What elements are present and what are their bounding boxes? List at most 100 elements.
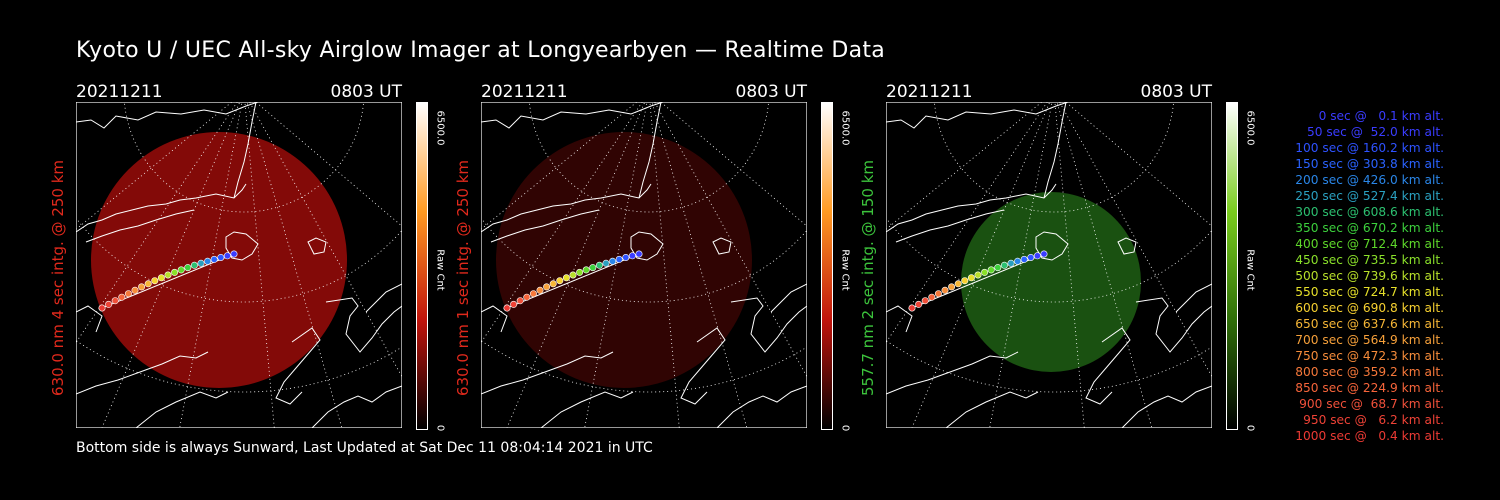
coastline bbox=[481, 183, 652, 233]
coastline bbox=[945, 391, 1039, 428]
colorbar-labels: 6500.0 Raw Cnt 0 bbox=[432, 102, 448, 432]
trajectory-point bbox=[197, 259, 205, 267]
coastline bbox=[886, 183, 1057, 233]
legend-entry: 650 sec @ 637.6 km alt. bbox=[1295, 317, 1444, 331]
trajectory-point bbox=[1000, 261, 1008, 269]
trajectory-point bbox=[536, 286, 544, 294]
legend-entry: 450 sec @ 735.5 km alt. bbox=[1295, 253, 1444, 267]
legend-entry: 500 sec @ 739.6 km alt. bbox=[1295, 269, 1444, 283]
trajectory-point bbox=[503, 304, 511, 312]
trajectory-point bbox=[609, 257, 617, 265]
coastline bbox=[540, 391, 634, 428]
trajectory-point bbox=[543, 283, 551, 291]
legend-entry: 950 sec @ 6.2 km alt. bbox=[1303, 413, 1444, 427]
coastline bbox=[1085, 327, 1131, 405]
trajectory-point bbox=[223, 252, 231, 260]
coastline bbox=[311, 385, 402, 428]
legend-entry: 50 sec @ 52.0 km alt. bbox=[1306, 125, 1444, 139]
meridian-line bbox=[481, 102, 643, 344]
panel-date: 20211211 bbox=[886, 82, 973, 102]
trajectory-point bbox=[144, 280, 152, 288]
colorbar-scale-max: 6500.0 bbox=[434, 110, 446, 146]
coastline bbox=[886, 102, 1069, 129]
trajectory-point bbox=[204, 257, 212, 265]
meridian-line bbox=[886, 102, 1048, 344]
coastline bbox=[730, 297, 807, 353]
legend-entry: 300 sec @ 608.6 km alt. bbox=[1295, 205, 1444, 219]
trajectory-point bbox=[124, 290, 132, 298]
colorbar-labels: 6500.0 Raw Cnt 0 bbox=[837, 102, 853, 432]
panel-time: 0803 UT bbox=[735, 82, 808, 102]
coastline bbox=[325, 297, 402, 353]
colorbar-scale-unit: Raw Cnt bbox=[839, 249, 851, 291]
coastline bbox=[886, 305, 913, 333]
coastline bbox=[76, 351, 209, 395]
trajectory-point bbox=[987, 266, 995, 274]
coastline bbox=[490, 209, 600, 243]
trajectory-point bbox=[934, 290, 942, 298]
meridian-line bbox=[989, 102, 1053, 428]
meridian-line bbox=[911, 102, 1051, 428]
legend-entry: 100 sec @ 160.2 km alt. bbox=[1295, 141, 1444, 155]
meridian-line bbox=[506, 102, 646, 428]
trajectory-point bbox=[1027, 254, 1035, 262]
coastline bbox=[275, 327, 321, 405]
trajectory-point bbox=[111, 297, 119, 305]
trajectory-point bbox=[105, 300, 113, 308]
coastline bbox=[481, 102, 664, 129]
trajectory-point bbox=[230, 250, 238, 258]
trajectory-point bbox=[622, 254, 630, 262]
trajectory-point bbox=[138, 283, 146, 291]
legend-entry: 750 sec @ 472.3 km alt. bbox=[1295, 349, 1444, 363]
meridian-line bbox=[76, 102, 238, 344]
meridian-line bbox=[101, 102, 241, 428]
allsky-map bbox=[76, 102, 402, 428]
airglow-field bbox=[961, 192, 1141, 372]
trajectory-point bbox=[523, 293, 531, 301]
panel-time: 0803 UT bbox=[1140, 82, 1213, 102]
meridian-line bbox=[1056, 102, 1153, 428]
trajectory-point bbox=[217, 254, 225, 262]
trajectory-point bbox=[921, 297, 929, 305]
trajectory-point bbox=[1033, 252, 1041, 260]
trajectory-point bbox=[576, 268, 584, 276]
trajectory-point bbox=[595, 261, 603, 269]
trajectory-point bbox=[210, 255, 218, 263]
trajectory-point bbox=[928, 293, 936, 301]
wavelength-label: 557.7 nm 2 sec intg. @ 150 km bbox=[859, 159, 877, 397]
coastline bbox=[76, 102, 259, 129]
legend-entry: 1000 sec @ 0.4 km alt. bbox=[1295, 429, 1444, 443]
panel-time: 0803 UT bbox=[330, 82, 403, 102]
trajectory-point bbox=[948, 283, 956, 291]
meridian-line bbox=[76, 102, 233, 230]
legend-entry: 150 sec @ 303.8 km alt. bbox=[1295, 157, 1444, 171]
page-title: Kyoto U / UEC All-sky Airglow Imager at … bbox=[76, 38, 886, 63]
trajectory-point bbox=[184, 264, 192, 272]
panel-date: 20211211 bbox=[481, 82, 568, 102]
coastline bbox=[1121, 385, 1212, 428]
legend-entry: 350 sec @ 670.2 km alt. bbox=[1295, 221, 1444, 235]
trajectory-point bbox=[589, 264, 597, 272]
latitude-circle bbox=[124, 102, 364, 213]
coastline bbox=[638, 102, 662, 199]
legend-entry: 550 sec @ 724.7 km alt. bbox=[1295, 285, 1444, 299]
latitude-circle bbox=[934, 102, 1174, 213]
coastline bbox=[716, 385, 807, 428]
legend-entry: 600 sec @ 690.8 km alt. bbox=[1295, 301, 1444, 315]
trajectory-point bbox=[908, 304, 916, 312]
trajectory-point bbox=[941, 286, 949, 294]
trajectory-point bbox=[177, 266, 185, 274]
colorbar bbox=[416, 102, 428, 430]
airglow-panel-2: 20211211 0803 UT 630.0 nm 1 sec intg. @ 25… bbox=[454, 82, 851, 432]
trajectory-point bbox=[961, 277, 969, 285]
legend-entry: 700 sec @ 564.9 km alt. bbox=[1295, 333, 1444, 347]
panel-date: 20211211 bbox=[76, 82, 163, 102]
wavelength-label: 630.0 nm 4 sec intg. @ 250 km bbox=[49, 159, 67, 397]
airglow-panel-1: 20211211 0803 UT 630.0 nm 4 sec intg. @ 25… bbox=[49, 82, 446, 432]
colorbar-scale-min: 0 bbox=[434, 424, 446, 432]
colorbar-scale-max: 6500.0 bbox=[1244, 110, 1256, 146]
coastline bbox=[481, 351, 614, 395]
trajectory-point bbox=[131, 286, 139, 294]
coastline bbox=[225, 231, 259, 261]
trajectory-point bbox=[954, 280, 962, 288]
